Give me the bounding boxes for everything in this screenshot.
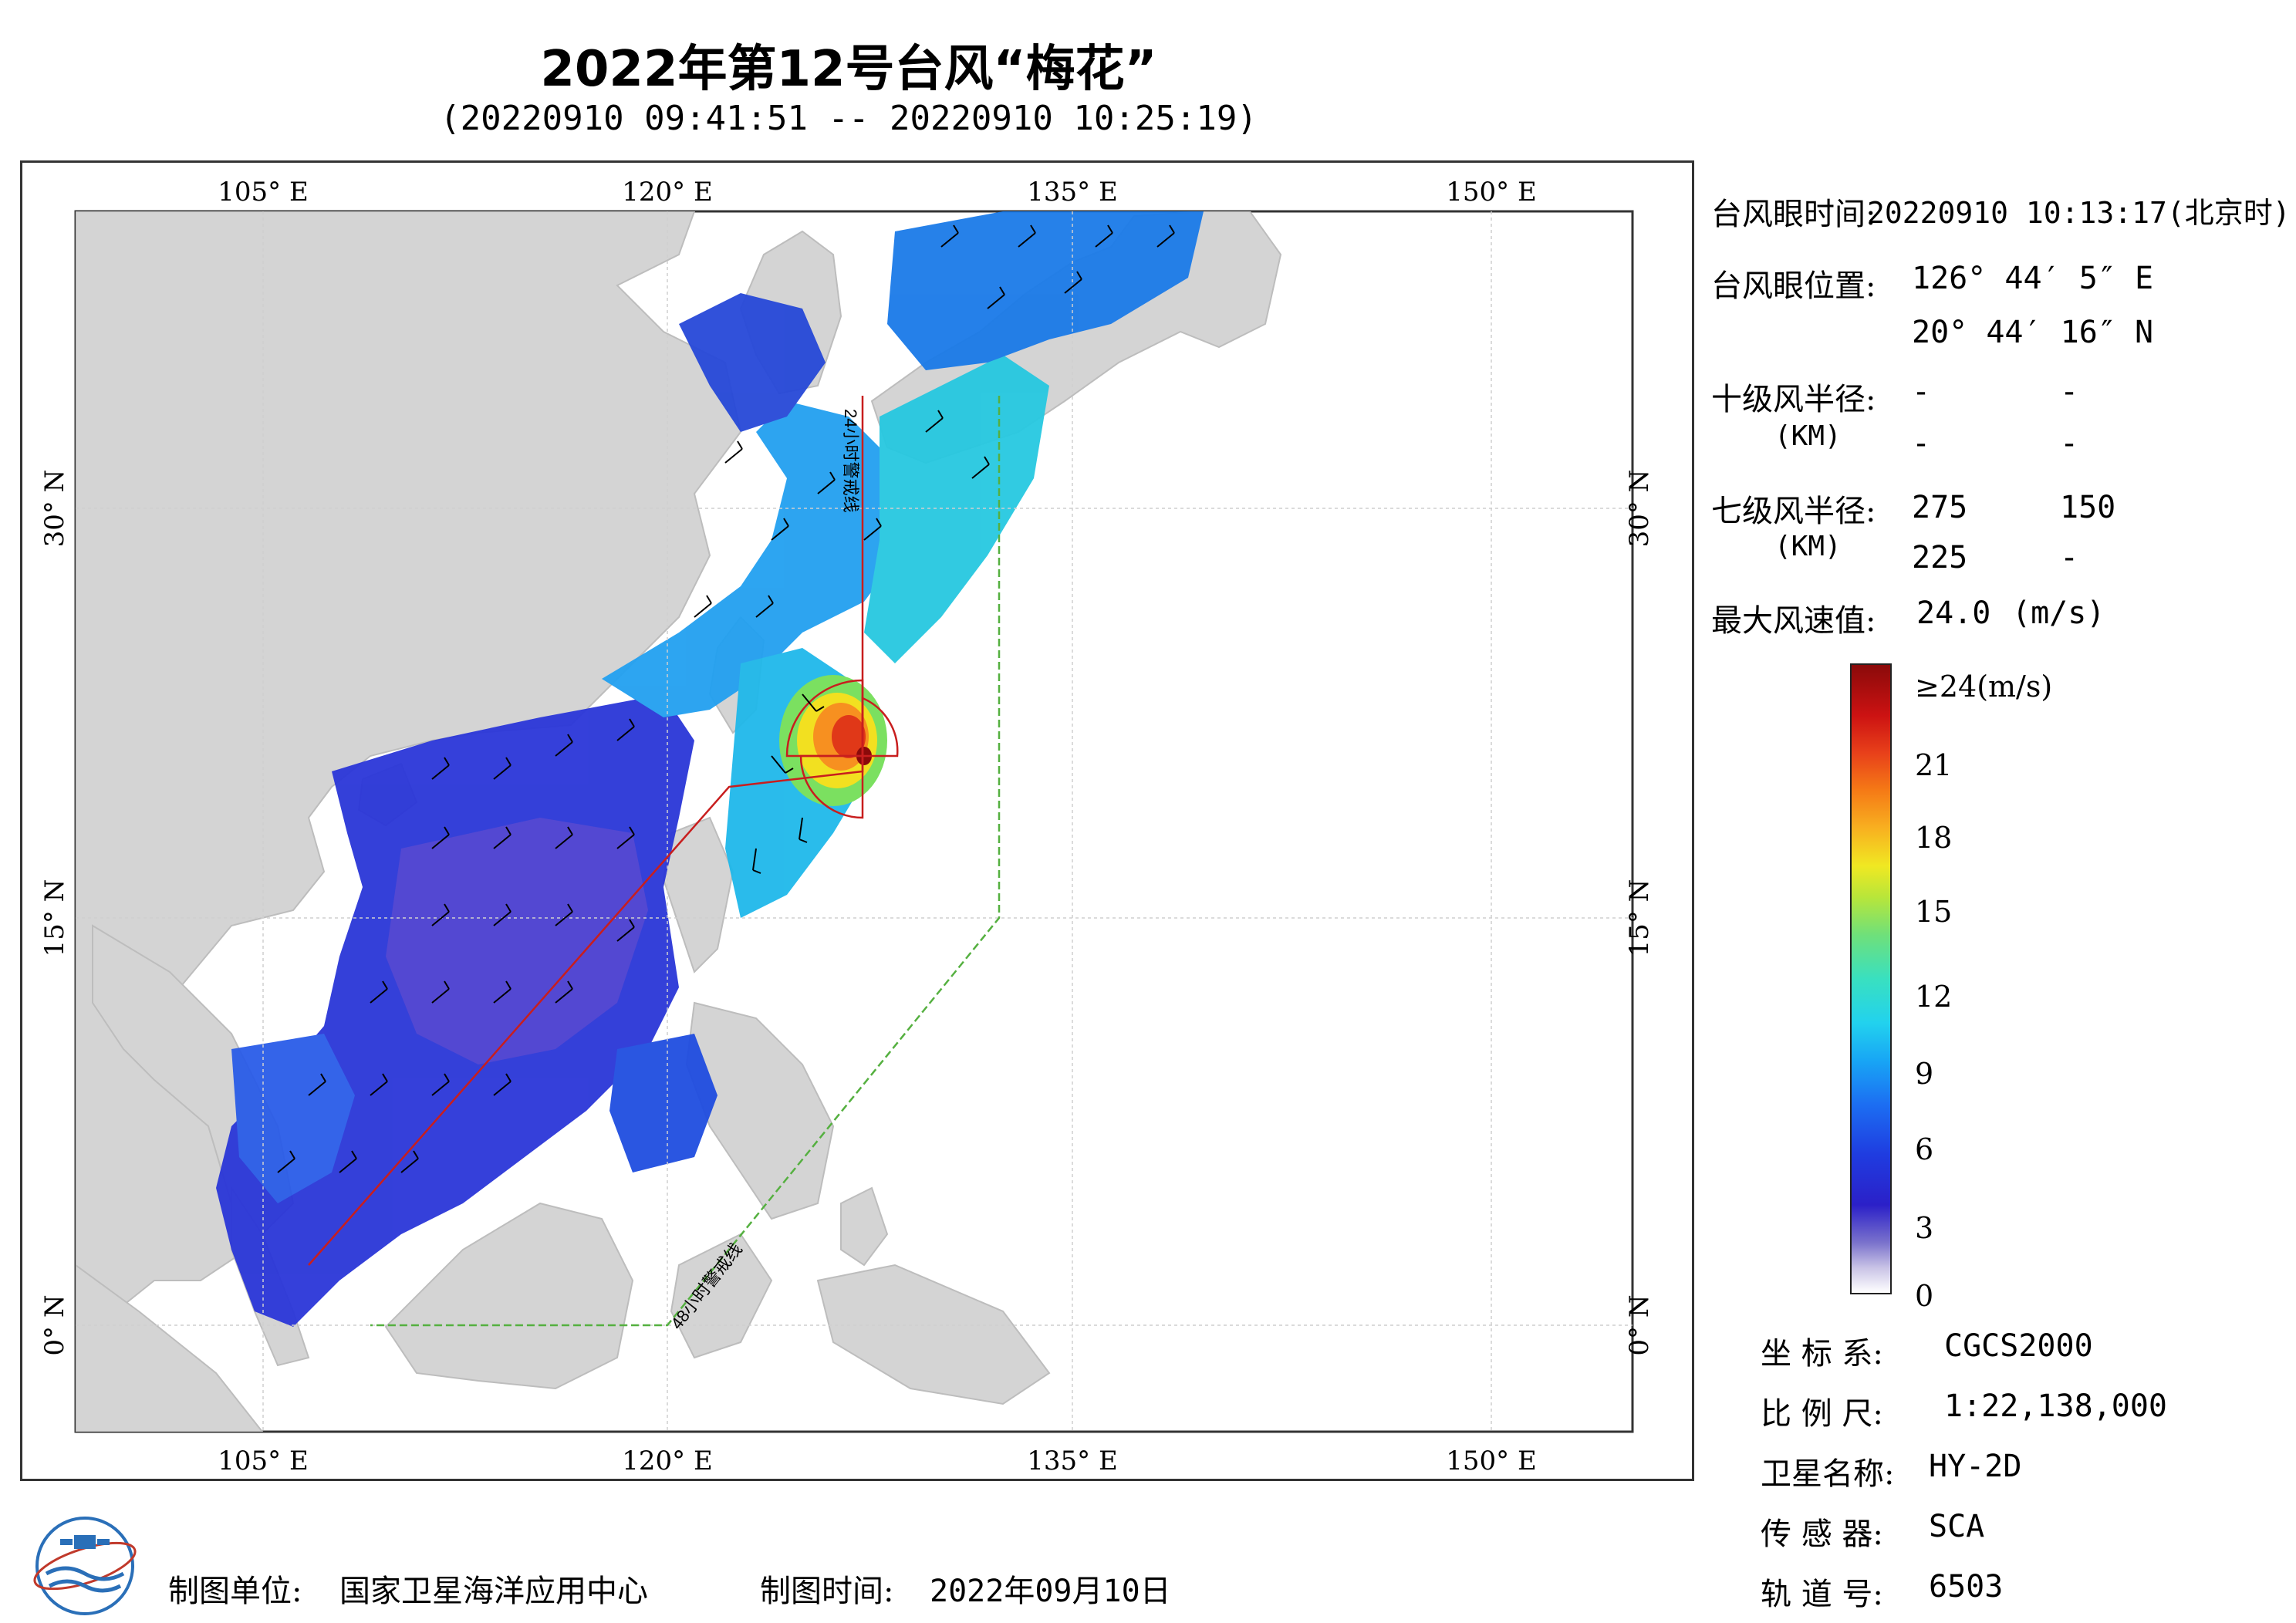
map-title: 2022年第12号台风“梅花” (540, 41, 1157, 98)
lat-ticks-left: 30° N 15° N 0° N (39, 470, 70, 1356)
max-wind-value: 24.0 (1916, 596, 1991, 631)
warning-label-24h: 24小时警戒线 (841, 409, 860, 512)
orbit-value: 6503 (1929, 1569, 2004, 1604)
lat-label-left-15: 15° N (39, 879, 70, 957)
warning-line-48h (370, 396, 1001, 1327)
org-value: 国家卫星海洋应用中心 (339, 1574, 648, 1609)
eye-time-value: 20220910 10:13:17(北京时) (1867, 196, 2291, 230)
colorbar-tick-15: 15 (1915, 895, 1953, 929)
crs-value: CGCS2000 (1944, 1328, 2093, 1364)
new-guinea (816, 1264, 1051, 1405)
crs-label: 坐 标 系: (1761, 1336, 1883, 1372)
r7-value-1: 275 (1912, 490, 1968, 525)
nsoas-logo-icon (33, 1517, 137, 1615)
orbit-label: 轨 道 号: (1761, 1577, 1883, 1612)
eye-position-label: 台风眼位置: (1711, 268, 1876, 304)
max-wind-label: 最大风速值: (1711, 603, 1876, 639)
colorbar-tick-12: 12 (1915, 980, 1953, 1014)
borneo (384, 1202, 634, 1390)
lat-label-left-30: 30° N (39, 470, 70, 548)
r10-label: 十级风半径: (1711, 382, 1876, 417)
swath-japan-sea (887, 211, 1204, 370)
halmahera (840, 1186, 889, 1267)
sensor-value: SCA (1929, 1509, 1985, 1544)
eye-time-label: 台风眼时间: (1711, 197, 1876, 232)
max-wind-unit: (m/s) (2012, 596, 2105, 631)
lon-ticks-top: 105° E 120° E 135° E 150° E (218, 177, 1537, 208)
typhoon-core (779, 675, 887, 806)
swath-yellow-sea (679, 293, 826, 432)
lon-label-bottom-135: 135° E (1027, 1446, 1118, 1476)
r10-value-1: - (1912, 374, 1931, 410)
scale-value: 1:22,138,000 (1944, 1388, 2167, 1424)
satellite-value: HY-2D (1929, 1449, 2022, 1484)
r7-unit: (KM) (1774, 531, 1842, 562)
swath-philippine-sea (609, 1034, 718, 1173)
r7-label: 七级风半径: (1711, 494, 1876, 529)
graticule (76, 211, 1633, 1432)
lon-label-top-120: 120° E (622, 177, 713, 208)
scale-label: 比 例 尺: (1761, 1396, 1883, 1432)
lat-label-right-30: 30° N (1624, 470, 1655, 548)
swath-sea-inner (386, 818, 648, 1065)
colorbar-tick-21: 21 (1915, 748, 1953, 782)
lat-label-right-15: 15° N (1624, 879, 1655, 957)
r7-value-3: 225 (1912, 540, 1968, 575)
r7-value-2: 150 (2060, 490, 2116, 525)
warning-line-24h (308, 396, 864, 1266)
time-range: (20220910 09:41:51 -- 20220910 10:25:19) (440, 99, 1258, 138)
map-frame (20, 160, 1694, 1481)
lon-label-top-135: 135° E (1027, 177, 1118, 208)
lat-label-left-0: 0° N (39, 1294, 70, 1355)
wind-radius-ne (861, 697, 899, 758)
date-value: 2022年09月10日 (930, 1574, 1171, 1609)
colorbar-tick-0: 0 (1915, 1279, 1934, 1313)
sumatra (76, 1264, 264, 1432)
lon-ticks-bottom: 105° E 120° E 135° E 150° E (218, 1446, 1537, 1476)
colorbar-tick-18: 18 (1915, 821, 1953, 855)
swath-gulf-thailand (231, 1034, 355, 1203)
org-label: 制图单位: (168, 1574, 302, 1609)
lon-label-bottom-105: 105° E (218, 1446, 309, 1476)
colorbar-tick-6: 6 (1915, 1132, 1934, 1166)
r10-value-2: - (2060, 374, 2079, 410)
lat-ticks-right: 30° N 15° N 0° N (1624, 470, 1655, 1356)
sensor-label: 传 感 器: (1761, 1517, 1883, 1552)
r7-value-4: - (2060, 540, 2079, 575)
r10-value-4: - (2060, 426, 2079, 461)
wind-speed-colorbar (1850, 663, 1892, 1294)
lon-label-bottom-150: 150° E (1446, 1446, 1537, 1476)
satellite-label: 卫星名称: (1761, 1456, 1895, 1492)
wind-radius-sw (799, 754, 864, 819)
r10-unit: (KM) (1774, 420, 1842, 452)
lon-label-top-150: 150° E (1446, 177, 1537, 208)
luzon (662, 816, 734, 973)
lat-label-right-0: 0° N (1624, 1294, 1655, 1355)
colorbar-top-label: ≥24(m/s) (1915, 670, 2053, 704)
colorbar-tick-9: 9 (1915, 1057, 1934, 1091)
lon-label-bottom-120: 120° E (622, 1446, 713, 1476)
wind-barbs (277, 224, 1175, 1173)
colorbar-tick-3: 3 (1915, 1211, 1934, 1245)
lon-label-top-105: 105° E (218, 177, 309, 208)
eye-latitude: 20° 44′ 16″ N (1912, 315, 2154, 350)
eye-longitude: 126° 44′ 5″ E (1912, 261, 2154, 296)
r10-value-3: - (1912, 426, 1931, 461)
date-label: 制图时间: (760, 1574, 894, 1609)
swath-japan-east (864, 355, 1049, 663)
